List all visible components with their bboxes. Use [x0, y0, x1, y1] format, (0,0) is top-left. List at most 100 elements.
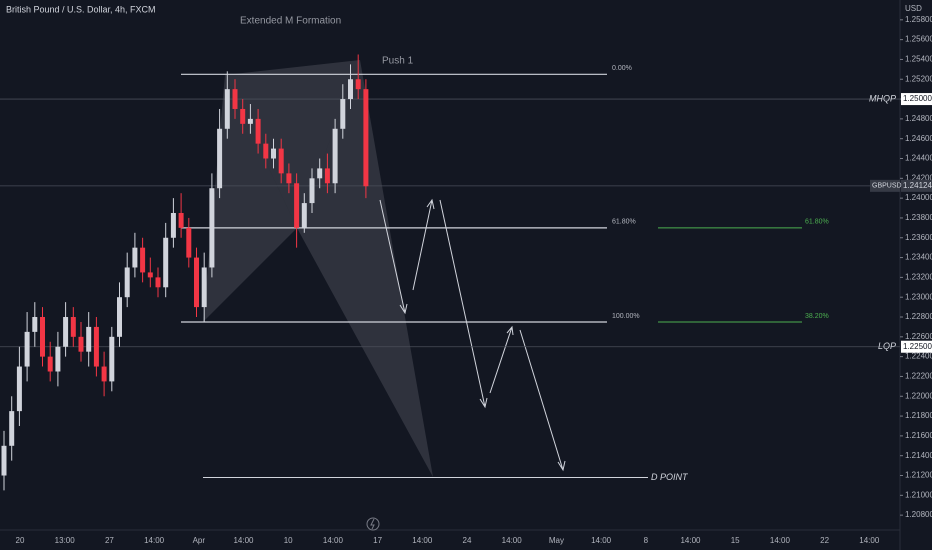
y-tick-label: 1.22800 [905, 312, 932, 321]
price-badge [901, 340, 932, 353]
price-badge-label: 1.22500 [903, 342, 932, 351]
candle-body [124, 267, 130, 298]
target-label: 38.20% [805, 313, 829, 320]
y-tick-label: 1.20800 [905, 510, 932, 519]
y-tick-label: 1.24800 [905, 114, 932, 123]
icon-bolt[interactable] [370, 518, 375, 530]
candle-body [186, 227, 192, 258]
y-tick-label: 1.21200 [905, 471, 932, 480]
x-tick-label: 14:00 [859, 536, 880, 545]
candle-body [147, 272, 153, 278]
pattern-triangle [297, 60, 433, 477]
candle-body [117, 297, 122, 337]
y-tick-label: 1.23800 [905, 213, 932, 222]
x-tick-label: May [549, 536, 564, 545]
candle-body [201, 267, 207, 308]
fib-label: 61.80% [612, 219, 636, 226]
y-tick-label: 1.22000 [905, 391, 932, 400]
candle-body [109, 336, 115, 382]
candle-body [194, 257, 199, 308]
target-label: 61.80% [805, 219, 829, 226]
x-tick-label: 14:00 [233, 536, 254, 545]
candle-body [101, 366, 107, 382]
price-line-name: LQP [878, 341, 896, 351]
d-point-label: D POINT [651, 472, 689, 482]
candle-body [324, 168, 330, 184]
price-badge [901, 179, 932, 192]
x-tick-label: 8 [644, 536, 649, 545]
candle-body [93, 326, 99, 367]
candle-body [348, 79, 353, 100]
price-badge [901, 93, 932, 106]
arrow [489, 325, 514, 394]
symbol-badge [870, 179, 900, 192]
y-tick-label: 1.25600 [905, 35, 932, 44]
candle-body [317, 168, 323, 179]
candle-body [47, 356, 53, 372]
icon-circle[interactable] [366, 517, 380, 531]
candle-body [155, 277, 161, 288]
fib-label: 100.00% [612, 313, 640, 320]
candle-body [209, 188, 215, 268]
candle-body [24, 331, 30, 367]
x-tick-label: 24 [463, 536, 472, 545]
candle-body [294, 183, 300, 228]
y-tick-label: 1.23600 [905, 233, 932, 242]
candle-body [170, 212, 176, 238]
candle-body [9, 411, 15, 446]
symbol-badge-label: GBPUSD [872, 183, 902, 190]
candle-body [355, 79, 361, 90]
y-tick-label: 1.21800 [905, 411, 932, 420]
x-tick-label: 14:00 [770, 536, 791, 545]
y-tick-label: 1.25400 [905, 55, 932, 64]
fib-label: 0.00% [612, 65, 632, 72]
price-badge-label: 1.25000 [903, 94, 932, 103]
y-tick-label: 1.22400 [905, 352, 932, 361]
symbol-title: British Pound / U.S. Dollar, 4h, FXCM [6, 4, 156, 14]
annotation: Push 1 [382, 56, 414, 67]
candle-body [286, 173, 292, 184]
x-tick-label: 14:00 [412, 536, 433, 545]
y-tick-label: 1.25200 [905, 74, 932, 83]
y-tick-label: 1.21600 [905, 431, 932, 440]
x-tick-label: 13:00 [55, 536, 76, 545]
y-tick-label: 1.24000 [905, 193, 932, 202]
arrow [379, 199, 408, 315]
y-tick-label: 1.24400 [905, 154, 932, 163]
x-tick-label: 14:00 [591, 536, 612, 545]
price-badge-label: 1.24124 [903, 181, 932, 190]
x-tick-label: 10 [284, 536, 293, 545]
y-tick-label: 1.24200 [905, 173, 932, 182]
y-tick-label: 1.21000 [905, 490, 932, 499]
x-tick-label: 20 [16, 536, 25, 545]
candle-body [309, 178, 315, 204]
replay-icon[interactable] [366, 517, 380, 531]
y-tick-label: 1.23000 [905, 292, 932, 301]
candle-body [132, 247, 138, 268]
candle-body [70, 317, 76, 337]
y-tick-label: 1.23400 [905, 253, 932, 262]
candle-body [240, 108, 246, 124]
candle-body [86, 326, 92, 352]
candle-body [1, 445, 7, 476]
x-tick-label: 22 [820, 536, 829, 545]
candle-body [247, 118, 253, 124]
candle-body [40, 317, 45, 357]
y-tick-label: 1.24600 [905, 134, 932, 143]
y-tick-label: 1.22600 [905, 332, 932, 341]
x-tick-label: 14:00 [502, 536, 523, 545]
pattern-shapes [203, 60, 433, 477]
candle-body [217, 128, 223, 189]
candle-body [63, 317, 69, 347]
y-tick-label: 1.22200 [905, 372, 932, 381]
arrow [519, 329, 566, 472]
candle-body [140, 247, 146, 273]
candle-body [78, 336, 84, 352]
x-tick-label: 17 [373, 536, 382, 545]
pattern-triangle [203, 75, 297, 322]
price-line-name: MHQP [869, 93, 896, 103]
candle-body [340, 99, 346, 129]
arrow [412, 198, 435, 291]
